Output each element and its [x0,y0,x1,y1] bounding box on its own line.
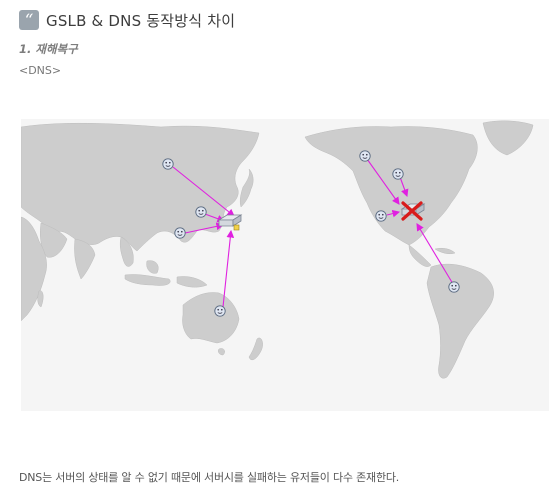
arrow-australia [222,229,235,308]
greenland-landmass [482,120,534,156]
dns-server-icon [217,214,243,231]
user-icon-se-asia [174,227,186,239]
arrow-north-usa [399,176,409,198]
eurasia-landmass [21,122,260,252]
south-america-landmass [426,263,494,379]
north-america-landmass [304,126,478,246]
user-icon-australia [214,305,226,317]
red-x-icon [401,201,423,221]
new-guinea-landmass [176,276,208,288]
dns-tag: <DNS> [19,64,62,77]
madagascar-landmass [37,290,44,308]
caption-text: DNS는 서버의 상태를 알 수 없기 때문에 서버시를 실패하는 유저들이 다… [19,471,400,484]
section-title: 1. 재해복구 [19,42,78,56]
heading: “ GSLB & DNS 동작방식 차이 [19,9,235,31]
user-icon-west-usa [375,210,387,222]
indonesia-landmass [124,274,171,286]
japan-landmass [239,168,254,208]
tasmania-landmass [217,348,225,356]
arrow-south-america [416,223,454,285]
new-zealand-landmass [248,337,263,361]
arrow-canada [366,158,400,205]
land-masses [21,120,534,379]
user-icon-china [162,158,174,170]
world-map-diagram [21,119,549,411]
india-landmass [74,238,96,280]
heading-text: GSLB & DNS 동작방식 차이 [46,11,236,30]
america-request-arrows [366,158,454,285]
arrow-west-usa [386,209,401,218]
arabia-landmass [40,222,68,258]
user-icon-east-asia [195,206,207,218]
user-icon-south-america [448,281,460,293]
arrow-china [172,166,235,217]
failed-server-icon [400,201,426,221]
user-icon-canada [359,150,371,162]
borneo-landmass [146,260,159,274]
cuba-landmass [434,247,456,255]
quote-icon: “ [19,10,39,31]
australia-landmass [182,292,240,344]
central-america-landmass [408,244,432,267]
africa-landmass [21,216,47,322]
user-icon-north-usa [392,168,404,180]
se-asia-landmass [119,236,134,267]
arrow-se-asia [184,222,225,234]
